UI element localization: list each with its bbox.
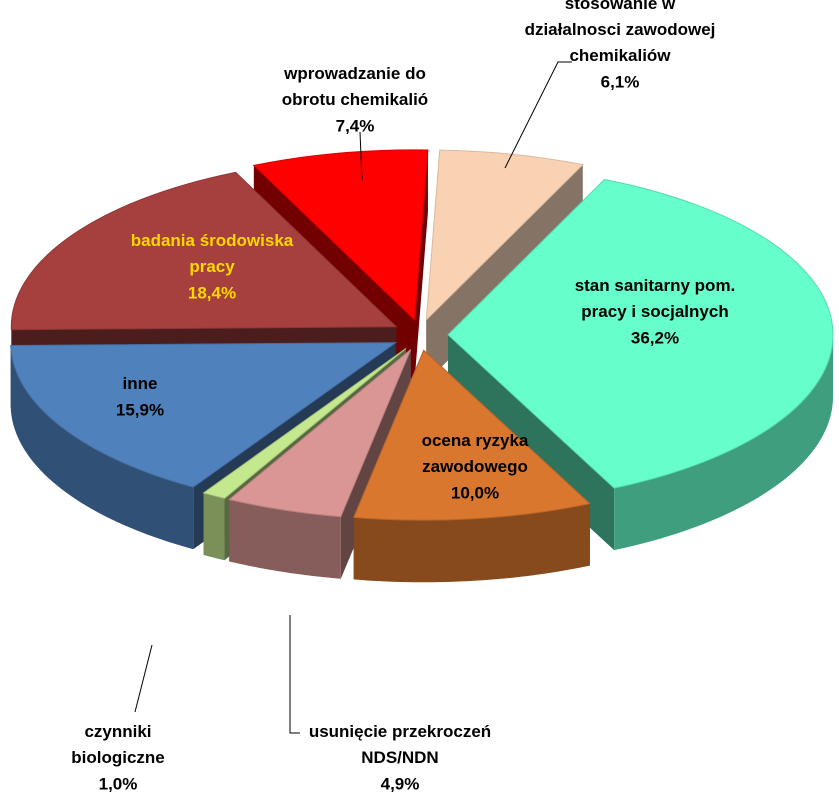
leader-line xyxy=(359,131,363,181)
value-label: 7,4% xyxy=(336,116,375,135)
slice-side xyxy=(614,334,833,551)
slice-top xyxy=(425,149,584,322)
slice-label: badania środowiska pracy xyxy=(131,231,294,276)
slice-label: stan sanitarny pom. pracy i socjalnych xyxy=(575,276,736,321)
slice xyxy=(352,349,591,583)
slice-top xyxy=(10,171,398,331)
slice-label: ocena ryzyka zawodowego xyxy=(422,431,529,476)
value-label: 6,1% xyxy=(601,72,640,91)
slice-side xyxy=(229,499,341,579)
slice-side xyxy=(10,345,194,550)
slice-wall xyxy=(414,150,428,382)
slice-label: usunięcie przekroczeń NDS/NDN xyxy=(309,722,491,767)
slice-top xyxy=(202,347,407,499)
slice-top xyxy=(447,178,834,489)
value-label: 18,4% xyxy=(188,283,236,302)
value-label: 15,9% xyxy=(116,400,164,419)
slice-label: czynniki biologiczne xyxy=(71,722,165,767)
leader-line xyxy=(504,61,572,169)
slice-side xyxy=(353,503,590,583)
slice-side xyxy=(203,492,225,561)
slice-label: stosowanie w działalnosci zawodowej chemik… xyxy=(525,0,716,65)
value-label: 36,2% xyxy=(631,328,679,347)
slice-top xyxy=(252,149,429,321)
slice-label: inne xyxy=(123,374,158,393)
value-label: 1,0% xyxy=(99,774,138,793)
slice-top xyxy=(228,349,412,518)
slice-label: wprowadzanie do obrotu chemikalió xyxy=(282,64,428,109)
value-label: 10,0% xyxy=(451,483,499,502)
leader-line xyxy=(134,644,153,713)
slice-top xyxy=(352,349,591,521)
leader-line xyxy=(289,615,300,734)
value-label: 4,9% xyxy=(381,774,420,793)
slice-top xyxy=(10,342,398,488)
